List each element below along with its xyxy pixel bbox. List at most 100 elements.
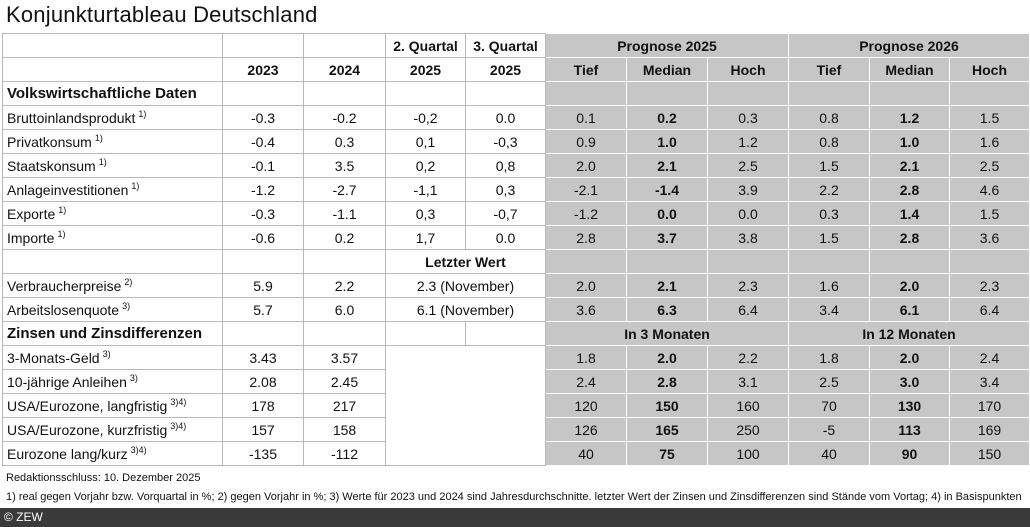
- row-label: Anlageinvestitionen 1): [2, 177, 223, 202]
- table-row: Privatkonsum 1) -0.4 0.3 0,1 -0,3 0.9 1.0 1.2 0.8…: [2, 129, 1030, 154]
- table-cell: 1.2: [707, 129, 789, 154]
- copyright-bar: © ZEW: [0, 508, 1030, 527]
- row-label-text: Staatskonsum: [7, 158, 96, 174]
- table-cell: 0.3: [788, 201, 870, 226]
- row-label: Verbraucherpreise 2): [2, 273, 223, 298]
- column-header: Letzter Wert: [385, 249, 546, 274]
- table-cell: 40: [545, 441, 627, 466]
- table-cell: 2.8: [869, 177, 950, 202]
- column-header: 3. Quartal: [465, 33, 546, 58]
- row-label-text: Verbraucherpreise: [7, 278, 122, 294]
- footnote-ref: 3): [129, 373, 138, 383]
- table-cell: -0,3: [465, 129, 546, 154]
- table-cell: [545, 249, 627, 274]
- table-cell: 2.3 (November): [385, 273, 546, 298]
- table-cell: 6.3: [626, 297, 708, 322]
- table-row: Arbeitslosenquote 3) 5.7 6.0 6.1 (November) 3…: [2, 297, 1030, 322]
- table-cell: 0.2: [303, 225, 386, 250]
- footnote-ref: 1): [58, 205, 67, 215]
- footnote-ref: 3)4): [130, 445, 147, 455]
- table-cell: 165: [626, 417, 708, 442]
- table-cell: 3.4: [788, 297, 870, 322]
- table-cell: 6.0: [303, 297, 386, 322]
- table-cell: -0.1: [222, 153, 304, 178]
- table-cell: 2.0: [869, 345, 950, 370]
- table-cell: 0.8: [788, 129, 870, 154]
- table-cell: 2.0: [545, 273, 627, 298]
- table-cell: -1.2: [222, 177, 304, 202]
- table-cell: 2.0: [869, 273, 950, 298]
- table-cell: [626, 81, 708, 106]
- column-header: 2025: [385, 57, 466, 82]
- table-cell: [545, 81, 627, 106]
- column-header: Tief: [545, 57, 627, 82]
- table-cell: 217: [303, 393, 386, 418]
- table-cell: [465, 81, 546, 106]
- table-cell: 1.0: [869, 129, 950, 154]
- row-label-text: Importe: [7, 230, 55, 246]
- footnote-ref: 3): [122, 301, 131, 311]
- table-cell: 0,2: [385, 153, 466, 178]
- table-cell: 0.9: [545, 129, 627, 154]
- row-label-text: 3-Monats-Geld: [7, 350, 100, 366]
- table-cell: [385, 345, 546, 466]
- table-cell: [222, 33, 304, 58]
- table-cell: [707, 81, 789, 106]
- table-cell: -1.1: [303, 201, 386, 226]
- table-cell: 2.45: [303, 369, 386, 394]
- table-cell: 6.1 (November): [385, 297, 546, 322]
- row-label: 3-Monats-Geld 3): [2, 345, 223, 370]
- table-cell: 2.08: [222, 369, 304, 394]
- copyright: © ZEW: [4, 510, 43, 524]
- table-row: Zinsen und Zinsdifferenzen In 3 Monaten In…: [2, 321, 1030, 346]
- column-header: 2. Quartal: [385, 33, 466, 58]
- table-cell: -112: [303, 441, 386, 466]
- table-cell: [949, 249, 1030, 274]
- table-cell: 3.43: [222, 345, 304, 370]
- table-cell: 169: [949, 417, 1030, 442]
- table-row: Volkswirtschaftliche Daten: [2, 81, 1030, 106]
- table-cell: 160: [707, 393, 789, 418]
- table-cell: 1,7: [385, 225, 466, 250]
- table-cell: -0.2: [303, 105, 386, 130]
- table-cell: 75: [626, 441, 708, 466]
- table-cell: 0.1: [545, 105, 627, 130]
- row-label: Staatskonsum 1): [2, 153, 223, 178]
- footnote-ref: 1): [98, 157, 107, 167]
- column-header: Median: [626, 57, 708, 82]
- table-cell: 90: [869, 441, 950, 466]
- table-row: Bruttoinlandsprodukt 1) -0.3 -0.2 -0,2 0.0 0.1…: [2, 105, 1030, 130]
- table-cell: -1.4: [626, 177, 708, 202]
- table-cell: 3.4: [949, 369, 1030, 394]
- table-cell: 113: [869, 417, 950, 442]
- row-label: Eurozone lang/kurz 3)4): [2, 441, 223, 466]
- table-cell: 2.5: [949, 153, 1030, 178]
- table-cell: 178: [222, 393, 304, 418]
- row-label-text: 10-jährige Anleihen: [7, 374, 127, 390]
- row-label-text: USA/Eurozone, langfristig: [7, 398, 168, 414]
- table-cell: 2.1: [626, 273, 708, 298]
- table-cell: -1,1: [385, 177, 466, 202]
- group-header: In 12 Monaten: [788, 321, 1030, 346]
- table-cell: -1.2: [545, 201, 627, 226]
- table-cell: 2.2: [788, 177, 870, 202]
- table-row: Exporte 1) -0.3 -1.1 0,3 -0,7 -1.2 0.0 0.0 0.3 1.4…: [2, 201, 1030, 226]
- table-cell: 1.6: [788, 273, 870, 298]
- group-header: In 3 Monaten: [545, 321, 789, 346]
- table-cell: 1.4: [869, 201, 950, 226]
- table-cell: [707, 249, 789, 274]
- table-cell: [303, 249, 386, 274]
- column-header: 2025: [465, 57, 546, 82]
- table-cell: -2.1: [545, 177, 627, 202]
- group-header: Prognose 2025: [545, 33, 789, 58]
- table-cell: 2.5: [788, 369, 870, 394]
- table-cell: 4.6: [949, 177, 1030, 202]
- table-cell: 40: [788, 441, 870, 466]
- table-cell: 1.2: [869, 105, 950, 130]
- column-header: Hoch: [949, 57, 1030, 82]
- table-cell: 0,3: [465, 177, 546, 202]
- table-cell: 1.5: [788, 153, 870, 178]
- table-cell: [465, 321, 546, 346]
- title: Konjunkturtableau Deutschland: [6, 2, 318, 27]
- table-cell: 2.2: [707, 345, 789, 370]
